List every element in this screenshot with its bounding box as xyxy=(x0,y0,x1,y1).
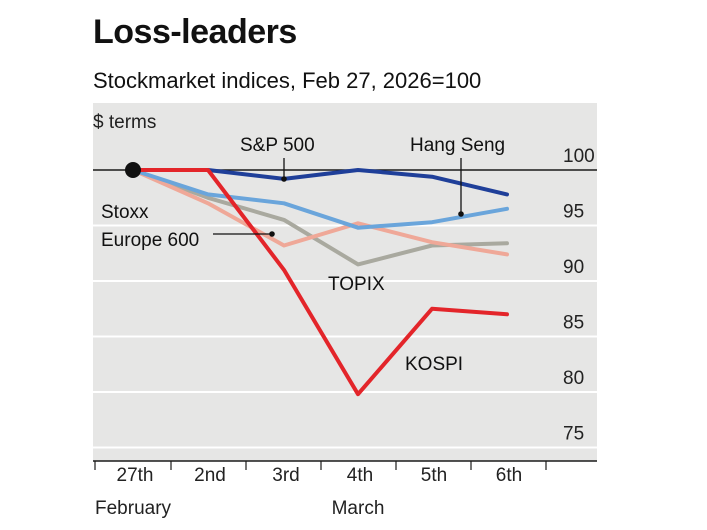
x-group-label: February xyxy=(95,498,172,519)
x-axis: 27th 2nd 3rd 4th 5th 6th February March xyxy=(93,460,597,519)
label-hang-seng: Hang Seng xyxy=(410,135,505,156)
y-axis-unit-label: $ terms xyxy=(93,112,156,133)
x-tick-label: 4th xyxy=(347,465,373,486)
y-tick-label: 95 xyxy=(563,202,584,223)
hang-seng-leader-dot xyxy=(458,211,464,217)
x-tick-label: 27th xyxy=(117,465,154,486)
y-tick-label: 75 xyxy=(563,424,584,445)
y-tick-label: 100 xyxy=(563,146,595,167)
y-tick-label: 80 xyxy=(563,368,584,389)
label-sp500: S&P 500 xyxy=(240,135,315,156)
baseline-start-dot xyxy=(125,162,141,178)
annotations xyxy=(213,158,464,237)
series-line-hang-seng xyxy=(131,168,509,230)
chart-title: Loss-leaders xyxy=(93,13,297,51)
series-group xyxy=(131,168,509,397)
chart-subtitle: Stockmarket indices, Feb 27, 2026=100 xyxy=(93,68,482,93)
y-tick-label: 90 xyxy=(563,257,584,278)
y-tick-label: 85 xyxy=(563,313,584,334)
europe-leader-dot xyxy=(269,231,275,237)
series-line-kospi xyxy=(131,168,509,397)
y-axis-ticks: 100 95 90 85 80 75 xyxy=(563,146,595,445)
sp500-leader-dot xyxy=(281,176,287,182)
label-kospi: KOSPI xyxy=(405,354,463,375)
label-stoxx: Stoxx xyxy=(101,202,149,223)
x-tick-label: 6th xyxy=(496,465,522,486)
x-tick-label: 2nd xyxy=(194,465,226,486)
x-tick-label: 5th xyxy=(421,465,447,486)
x-group-label: March xyxy=(332,498,385,519)
series-line-stoxx-europe-600 xyxy=(131,168,509,257)
grid-lines xyxy=(93,224,597,449)
label-topix: TOPIX xyxy=(328,274,385,295)
x-tick-label: 3rd xyxy=(272,465,299,486)
label-europe-600: Europe 600 xyxy=(101,230,199,251)
